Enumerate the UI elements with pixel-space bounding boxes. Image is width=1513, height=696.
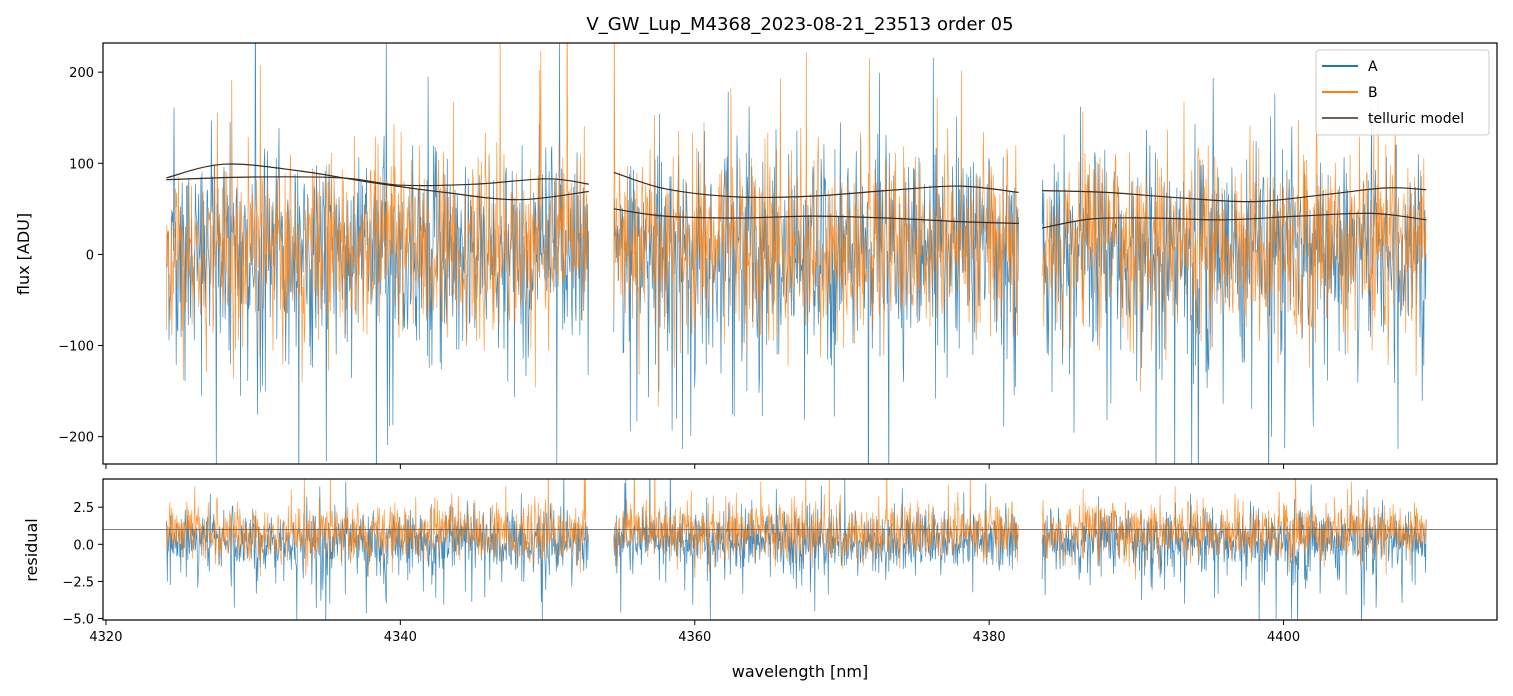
legend-label-telluric: telluric model bbox=[1368, 111, 1464, 127]
legend-box bbox=[1315, 49, 1490, 136]
series-a-segment-3 bbox=[1041, 78, 1427, 464]
series-a-segment-3 bbox=[1041, 484, 1427, 620]
top-y-tick-label: −200 bbox=[58, 431, 94, 446]
series-b-segment-1 bbox=[165, 479, 589, 577]
bottom-y-tick-label: 0.0 bbox=[73, 538, 94, 553]
telluric-curve-seg2-2 bbox=[613, 208, 1019, 224]
bottom-y-axis: 2.5 0.0 −2.5 −5.0 bbox=[62, 501, 103, 628]
legend: A B telluric model bbox=[1315, 49, 1490, 136]
top-x-ticks bbox=[105, 464, 1285, 469]
x-tick-label: 4340 bbox=[384, 630, 417, 645]
bottom-y-axis-label: residual bbox=[22, 518, 41, 581]
telluric-curve-seg3-2 bbox=[1041, 212, 1427, 229]
series-b-segment-3 bbox=[1041, 73, 1427, 391]
legend-label-b: B bbox=[1368, 85, 1378, 101]
bottom-y-tick-label: −5.0 bbox=[62, 613, 94, 628]
bottom-panel-data bbox=[165, 479, 1427, 620]
telluric-curve-seg2-1 bbox=[613, 171, 1019, 199]
series-b-segment-2 bbox=[613, 479, 1019, 579]
top-panel-frame bbox=[102, 42, 1498, 465]
chart-title: V_GW_Lup_M4368_2023-08-21_23513 order 05 bbox=[586, 14, 1013, 35]
top-y-tick-label: 200 bbox=[69, 66, 94, 81]
top-panel-data bbox=[165, 43, 1427, 464]
telluric-model-curves bbox=[166, 163, 1427, 229]
top-y-axis-label: flux [ADU] bbox=[14, 213, 33, 295]
top-y-tick-label: 0 bbox=[86, 248, 94, 263]
series-b-segment-1 bbox=[165, 43, 590, 388]
series-a-segment-2 bbox=[613, 57, 1019, 464]
top-y-tick-label: 100 bbox=[69, 157, 94, 172]
bottom-panel-frame bbox=[102, 478, 1498, 621]
top-y-axis: 200 100 0 −100 −200 bbox=[58, 66, 103, 446]
x-axis-label: wavelength [nm] bbox=[732, 662, 869, 681]
top-y-tick-label: −100 bbox=[58, 340, 94, 355]
telluric-curve-seg3-1 bbox=[1042, 187, 1427, 203]
bottom-y-tick-label: −2.5 bbox=[62, 575, 94, 590]
x-tick-label: 4380 bbox=[973, 630, 1006, 645]
series-b-segment-3 bbox=[1041, 479, 1427, 580]
series-b-segment-2 bbox=[613, 43, 1019, 407]
legend-label-a: A bbox=[1368, 59, 1378, 75]
bottom-y-tick-label: 2.5 bbox=[73, 501, 94, 516]
telluric-curve-seg1-2 bbox=[166, 176, 589, 187]
x-tick-label: 4360 bbox=[678, 630, 711, 645]
telluric-curve-seg1-1 bbox=[166, 163, 589, 201]
x-tick-label: 4320 bbox=[89, 630, 122, 645]
x-tick-label: 4400 bbox=[1267, 630, 1300, 645]
x-axis: 4320 4340 4360 4380 4400 bbox=[89, 620, 1300, 645]
